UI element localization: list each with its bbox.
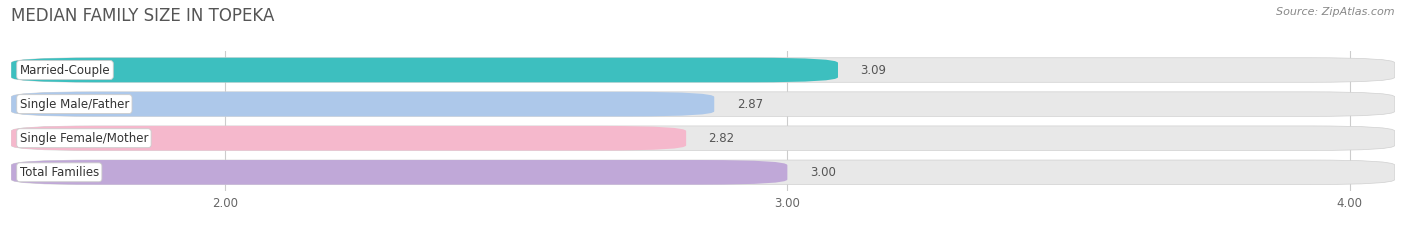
Text: 3.00: 3.00: [810, 166, 835, 179]
FancyBboxPatch shape: [11, 58, 1395, 82]
Text: MEDIAN FAMILY SIZE IN TOPEKA: MEDIAN FAMILY SIZE IN TOPEKA: [11, 7, 274, 25]
Text: Married-Couple: Married-Couple: [20, 64, 110, 76]
FancyBboxPatch shape: [11, 126, 1395, 151]
FancyBboxPatch shape: [11, 160, 1395, 185]
Text: 3.09: 3.09: [860, 64, 886, 76]
Text: Single Male/Father: Single Male/Father: [20, 98, 129, 111]
FancyBboxPatch shape: [11, 126, 686, 151]
FancyBboxPatch shape: [11, 92, 1395, 116]
FancyBboxPatch shape: [11, 160, 787, 185]
FancyBboxPatch shape: [11, 92, 714, 116]
Text: 2.87: 2.87: [737, 98, 763, 111]
FancyBboxPatch shape: [11, 58, 838, 82]
Text: Source: ZipAtlas.com: Source: ZipAtlas.com: [1277, 7, 1395, 17]
Text: Total Families: Total Families: [20, 166, 98, 179]
Text: 2.82: 2.82: [709, 132, 735, 145]
Text: Single Female/Mother: Single Female/Mother: [20, 132, 148, 145]
